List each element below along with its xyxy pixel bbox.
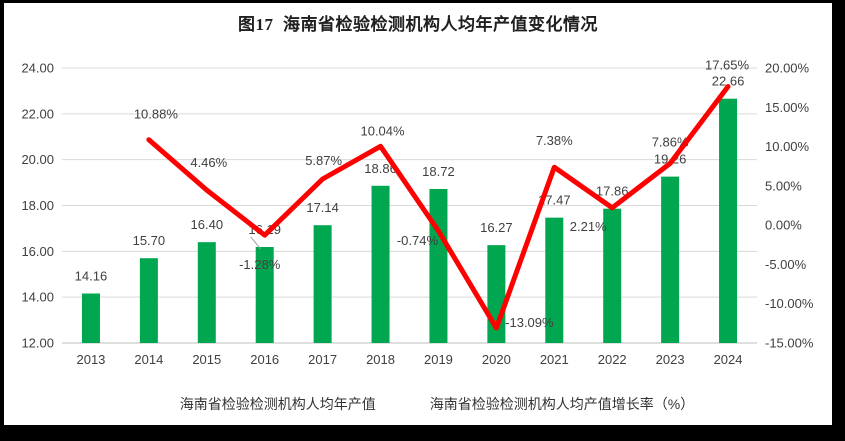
bar-legend-swatch — [142, 398, 175, 411]
y-right-tick-label: 20.00% — [765, 61, 810, 76]
chart-title: 图17 海南省检验检测机构人均年产值变化情况 — [238, 15, 598, 34]
bar-value-label: 15.70 — [133, 233, 166, 248]
bar-2022 — [603, 208, 622, 343]
x-tick-label: 2020 — [482, 352, 511, 367]
legend-item-line: 海南省检验检测机构人均产值增长率（%） — [376, 394, 694, 414]
y-right-tick-label: -15.00% — [765, 336, 814, 351]
bar-value-label: 16.27 — [480, 220, 513, 235]
x-tick-label: 2014 — [134, 352, 163, 367]
bar-value-label: 22.66 — [712, 74, 745, 89]
y-right-tick-label: -10.00% — [765, 296, 814, 311]
line-pct-label: -0.74% — [397, 233, 439, 248]
chart-canvas: 图17 海南省检验检测机构人均年产值变化情况 24.00 22.00 20.00 18… — [4, 3, 832, 425]
legend-item-bar: 海南省检验检测机构人均年产值 — [142, 394, 376, 414]
bar-legend-label: 海南省检验检测机构人均年产值 — [179, 396, 376, 412]
x-tick-label: 2017 — [308, 352, 337, 367]
y-left-tick-label: 24.00 — [21, 61, 54, 76]
x-tick-label: 2024 — [714, 352, 743, 367]
bar-value-label: 14.16 — [75, 269, 108, 284]
y-right-tick-label: 10.00% — [765, 139, 810, 154]
x-tick-label: 2022 — [598, 352, 627, 367]
bar-2015 — [197, 242, 216, 343]
y-left-tick-label: 20.00 — [21, 152, 54, 167]
bar-2016 — [255, 246, 274, 343]
x-tick-label: 2013 — [76, 352, 105, 367]
bar-2021 — [545, 217, 564, 343]
y-left-tick-label: 18.00 — [21, 198, 54, 213]
y-left-tick-label: 12.00 — [21, 336, 54, 351]
y-right-tick-label: 15.00% — [765, 100, 810, 115]
bar-2014 — [139, 258, 158, 343]
x-tick-label: 2018 — [366, 352, 395, 367]
x-tick-label: 2019 — [424, 352, 453, 367]
growth-rate-line — [146, 84, 731, 331]
line-legend-swatch — [382, 402, 426, 407]
y-right-tick-label: -5.00% — [765, 257, 807, 272]
line-pct-label: 2.21% — [570, 219, 607, 234]
y-left-tick-label: 16.00 — [21, 244, 54, 259]
bar-2024 — [719, 98, 738, 343]
label-leader-line — [250, 236, 262, 250]
bar-value-label: 17.86 — [596, 184, 629, 199]
line-pct-label: 4.46% — [190, 155, 227, 170]
bar-value-label: 18.72 — [422, 164, 455, 179]
x-tick-label: 2016 — [250, 352, 279, 367]
line-pct-label: -1.28% — [239, 257, 281, 272]
line-pct-label: 5.87% — [305, 153, 342, 168]
line-pct-label: 10.88% — [134, 107, 179, 122]
line-pct-label: 7.38% — [536, 133, 573, 148]
line-pct-label: 17.65% — [705, 57, 750, 72]
line-pct-label: -13.09% — [505, 315, 554, 330]
combo-chart-plot: 24.00 22.00 20.00 18.00 16.00 14.00 12.00 20.00… — [21, 57, 814, 367]
bar-2013 — [81, 293, 100, 343]
y-right-tick-label: 5.00% — [765, 178, 802, 193]
bar-value-label: 17.14 — [306, 200, 339, 215]
x-tick-label: 2015 — [192, 352, 221, 367]
y-left-tick-label: 22.00 — [21, 106, 54, 121]
x-tick-label: 2023 — [656, 352, 685, 367]
legend: 海南省检验检测机构人均年产值 海南省检验检测机构人均产值增长率（%） — [4, 394, 832, 414]
y-right-tick-label: 0.00% — [765, 218, 802, 233]
bar-value-label: 18.86 — [364, 161, 397, 176]
line-pct-label: 10.04% — [360, 123, 405, 138]
line-legend-label: 海南省检验检测机构人均产值增长率（%） — [429, 396, 695, 412]
bar-value-label: 16.40 — [191, 217, 224, 232]
x-tick-label: 2021 — [540, 352, 569, 367]
bar-2018 — [371, 185, 390, 343]
y-left-tick-label: 14.00 — [21, 290, 54, 305]
bar-2023 — [661, 176, 680, 343]
bar-2017 — [313, 225, 332, 343]
bar-2019 — [429, 189, 448, 343]
line-pct-label: 7.86% — [652, 134, 689, 149]
